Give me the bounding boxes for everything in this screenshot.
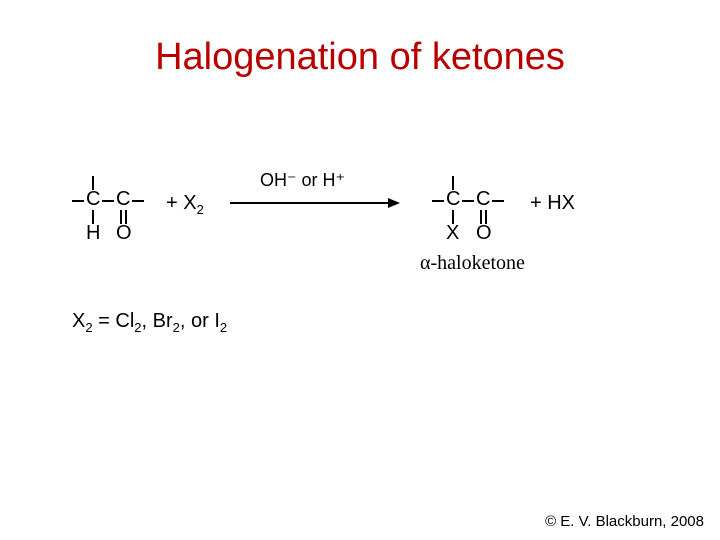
atom-c: C xyxy=(446,188,460,211)
note-sub2: 2 xyxy=(134,320,141,335)
atom-x: X xyxy=(446,222,459,245)
note-x: X xyxy=(72,310,85,332)
plus-byproduct: + HX xyxy=(530,192,575,215)
note-br: , Br xyxy=(142,310,173,332)
note-i: , or I xyxy=(180,310,220,332)
page-title: Halogenation of ketones xyxy=(0,36,720,79)
product-name-text: α-haloketone xyxy=(420,252,525,274)
reagent-sub: 2 xyxy=(197,202,204,217)
note-sub4: 2 xyxy=(220,320,227,335)
atom-c: C xyxy=(116,188,130,211)
plus-x-text: + X xyxy=(166,192,197,214)
reaction-arrow xyxy=(230,202,390,204)
atom-o: O xyxy=(116,222,132,245)
reagent-definition: X2 = Cl2, Br2, or I2 xyxy=(72,310,227,335)
note-sub1: 2 xyxy=(85,320,92,335)
catalyst-label: OH⁻ or H⁺ xyxy=(260,170,345,191)
atom-c: C xyxy=(476,188,490,211)
note-sub3: 2 xyxy=(173,320,180,335)
atom-o: O xyxy=(476,222,492,245)
note-eq: = Cl xyxy=(93,310,135,332)
reaction-scheme: C C H O + X2 OH⁻ or H⁺ C C X O xyxy=(70,170,650,300)
atom-c: C xyxy=(86,188,100,211)
reaction-arrow-head xyxy=(388,198,400,208)
copyright-footer: © E. V. Blackburn, 2008 xyxy=(545,513,704,530)
product-name-label: α-haloketone xyxy=(420,252,525,275)
plus-reagent: + X2 xyxy=(166,192,204,217)
atom-h: H xyxy=(86,222,100,245)
reactant-structure: C C H O xyxy=(70,170,140,270)
